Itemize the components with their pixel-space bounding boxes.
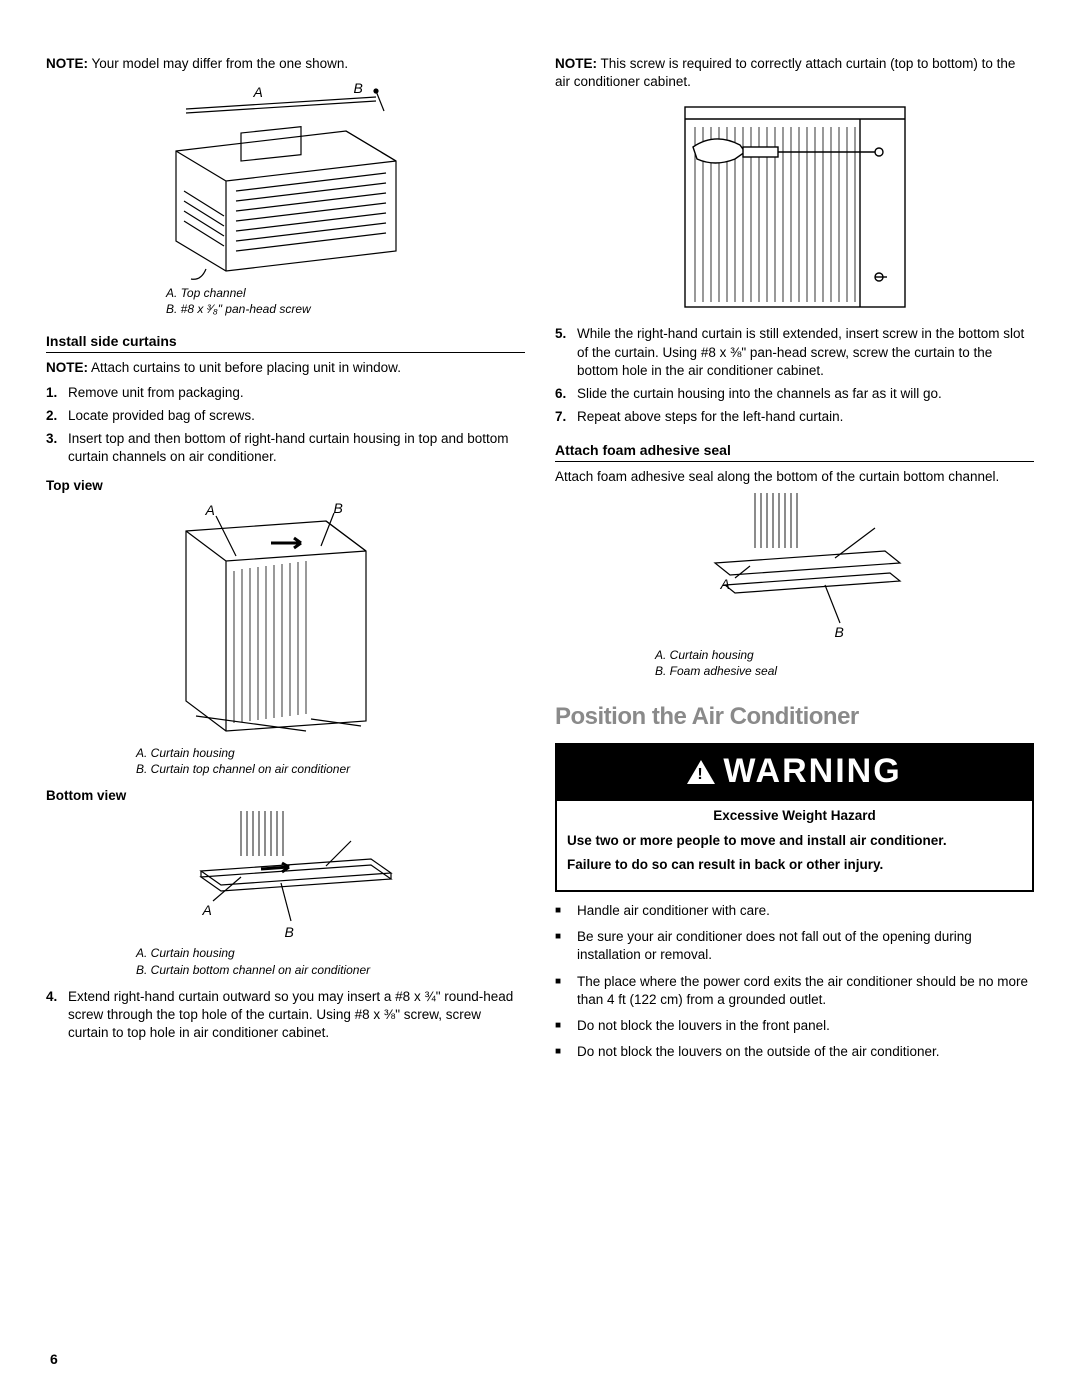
square-bullet-icon: ■	[555, 1043, 577, 1061]
bottom-view-illustration	[171, 811, 401, 941]
step-num: 7.	[555, 408, 577, 426]
fig1-caption-a: A. Top channel	[166, 285, 525, 301]
fig5-caption: A. Curtain housing B. Foam adhesive seal	[555, 647, 1034, 679]
step-item: 2.Locate provided bag of screws.	[46, 407, 525, 425]
square-bullet-icon: ■	[555, 973, 577, 1009]
subhead-install-curtains: Install side curtains	[46, 332, 525, 354]
bullet-text: Do not block the louvers on the outside …	[577, 1043, 1034, 1061]
step-text: While the right-hand curtain is still ex…	[577, 325, 1034, 380]
warning-word: WARNING	[723, 749, 901, 795]
square-bullet-icon: ■	[555, 928, 577, 964]
fig5-caption-b: B. Foam adhesive seal	[655, 663, 1034, 679]
fig2-caption-a: A. Curtain housing	[136, 745, 525, 761]
step-num: 3.	[46, 430, 68, 466]
fig3-label-b: B	[285, 923, 294, 942]
figure-foam-seal: A B	[675, 493, 915, 643]
two-column-layout: NOTE: Your model may differ from the one…	[46, 55, 1034, 1069]
step-text: Repeat above steps for the left-hand cur…	[577, 408, 1034, 426]
steps-4: 4.Extend right-hand curtain outward so y…	[46, 988, 525, 1043]
fig3-caption: A. Curtain housing B. Curtain bottom cha…	[46, 945, 525, 977]
note-screw-required: NOTE: This screw is required to correctl…	[555, 55, 1034, 91]
fig1-caption-b: B. #8 x ³⁄₈" pan-head screw	[166, 301, 525, 317]
step-item: 5.While the right-hand curtain is still …	[555, 325, 1034, 380]
square-bullet-icon: ■	[555, 1017, 577, 1035]
section-title-position: Position the Air Conditioner	[555, 701, 1034, 733]
foam-seal-illustration	[675, 493, 915, 643]
warning-triangle-icon	[687, 760, 715, 784]
bullet-item: ■Do not block the louvers in the front p…	[555, 1017, 1034, 1035]
note-text-3: This screw is required to correctly atta…	[555, 56, 1015, 89]
fig1-label-a: A	[254, 83, 263, 102]
fig2-caption-b: B. Curtain top channel on air conditione…	[136, 761, 525, 777]
fig3-caption-b: B. Curtain bottom channel on air conditi…	[136, 962, 525, 978]
warning-body: Excessive Weight Hazard Use two or more …	[557, 801, 1032, 890]
steps-1-3: 1.Remove unit from packaging. 2.Locate p…	[46, 384, 525, 467]
step-num: 1.	[46, 384, 68, 402]
step-text: Insert top and then bottom of right-hand…	[68, 430, 525, 466]
step-item: 3.Insert top and then bottom of right-ha…	[46, 430, 525, 466]
fig5-label-a: A	[721, 575, 730, 594]
steps-5-7: 5.While the right-hand curtain is still …	[555, 325, 1034, 426]
step-text: Locate provided bag of screws.	[68, 407, 525, 425]
step-num: 4.	[46, 988, 68, 1043]
right-column: NOTE: This screw is required to correctl…	[555, 55, 1034, 1069]
figure-ac-unit: A B	[146, 81, 426, 281]
position-bullets: ■Handle air conditioner with care. ■Be s…	[555, 902, 1034, 1062]
warning-hazard-title: Excessive Weight Hazard	[567, 807, 1022, 825]
step-text: Slide the curtain housing into the chann…	[577, 385, 1034, 403]
left-column: NOTE: Your model may differ from the one…	[46, 55, 525, 1069]
step-item: 4.Extend right-hand curtain outward so y…	[46, 988, 525, 1043]
square-bullet-icon: ■	[555, 902, 577, 920]
step-num: 6.	[555, 385, 577, 403]
figure-bottom-view: A B	[171, 811, 401, 941]
bullet-item: ■The place where the power cord exits th…	[555, 973, 1034, 1009]
warning-header: WARNING	[557, 745, 1032, 801]
note-text-2: Attach curtains to unit before placing u…	[88, 360, 401, 375]
fig5-label-b: B	[835, 623, 844, 642]
bottom-view-label: Bottom view	[46, 787, 525, 805]
bullet-text: Handle air conditioner with care.	[577, 902, 1034, 920]
warning-block: WARNING Excessive Weight Hazard Use two …	[555, 743, 1034, 892]
note-attach-curtains: NOTE: Attach curtains to unit before pla…	[46, 359, 525, 377]
figure-top-view: A B	[156, 501, 416, 741]
top-view-illustration	[156, 501, 416, 741]
bullet-text: Be sure your air conditioner does not fa…	[577, 928, 1034, 964]
note-label-2: NOTE:	[46, 360, 88, 375]
fig1-label-b: B	[354, 79, 363, 98]
bullet-item: ■Do not block the louvers on the outside…	[555, 1043, 1034, 1061]
screwdriver-illustration	[665, 97, 925, 317]
bullet-item: ■Be sure your air conditioner does not f…	[555, 928, 1034, 964]
step-item: 7.Repeat above steps for the left-hand c…	[555, 408, 1034, 426]
bullet-text: Do not block the louvers in the front pa…	[577, 1017, 1034, 1035]
warning-line-1: Use two or more people to move and insta…	[567, 832, 1022, 850]
bullet-text: The place where the power cord exits the…	[577, 973, 1034, 1009]
top-view-label: Top view	[46, 477, 525, 495]
bullet-item: ■Handle air conditioner with care.	[555, 902, 1034, 920]
ac-unit-illustration	[146, 81, 426, 281]
fig2-label-b: B	[334, 499, 343, 518]
step-num: 2.	[46, 407, 68, 425]
fig3-caption-a: A. Curtain housing	[136, 945, 525, 961]
note-model-differ: NOTE: Your model may differ from the one…	[46, 55, 525, 73]
fig3-label-a: A	[203, 901, 212, 920]
warning-line-2: Failure to do so can result in back or o…	[567, 856, 1022, 874]
step-item: 1.Remove unit from packaging.	[46, 384, 525, 402]
step-text: Extend right-hand curtain outward so you…	[68, 988, 525, 1043]
step-item: 6.Slide the curtain housing into the cha…	[555, 385, 1034, 403]
fig2-caption: A. Curtain housing B. Curtain top channe…	[46, 745, 525, 777]
subhead-foam-seal: Attach foam adhesive seal	[555, 441, 1034, 463]
step-text: Remove unit from packaging.	[68, 384, 525, 402]
fig1-caption: A. Top channel B. #8 x ³⁄₈" pan-head scr…	[46, 285, 525, 317]
note-label-3: NOTE:	[555, 56, 597, 71]
step-num: 5.	[555, 325, 577, 380]
note-label: NOTE:	[46, 56, 88, 71]
note-text: Your model may differ from the one shown…	[88, 56, 348, 71]
figure-screwdriver	[665, 97, 925, 317]
foam-seal-text: Attach foam adhesive seal along the bott…	[555, 468, 1034, 486]
fig2-label-a: A	[206, 501, 215, 520]
page-number: 6	[50, 1350, 58, 1369]
fig5-caption-a: A. Curtain housing	[655, 647, 1034, 663]
